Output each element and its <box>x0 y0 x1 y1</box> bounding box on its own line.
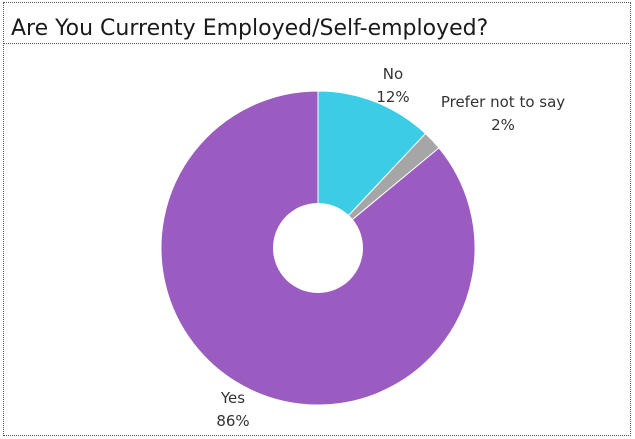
slice-labels: No 12% Prefer not to say 2% Yes 86% <box>216 65 565 430</box>
slice-value-label: 12% <box>376 88 409 106</box>
title-bar: Are You Currenty Employed/Self-employed? <box>3 2 631 44</box>
slice-value-label: 86% <box>216 412 249 430</box>
slice-value-label: 2% <box>491 116 515 134</box>
slice-label: No <box>383 65 403 83</box>
chart-title: Are You Currenty Employed/Self-employed? <box>11 16 489 41</box>
donut-hole <box>273 203 363 293</box>
slice-label: Prefer not to say <box>441 93 565 111</box>
slice-no[interactable] <box>317 90 427 250</box>
slice-label: Yes <box>220 389 245 407</box>
